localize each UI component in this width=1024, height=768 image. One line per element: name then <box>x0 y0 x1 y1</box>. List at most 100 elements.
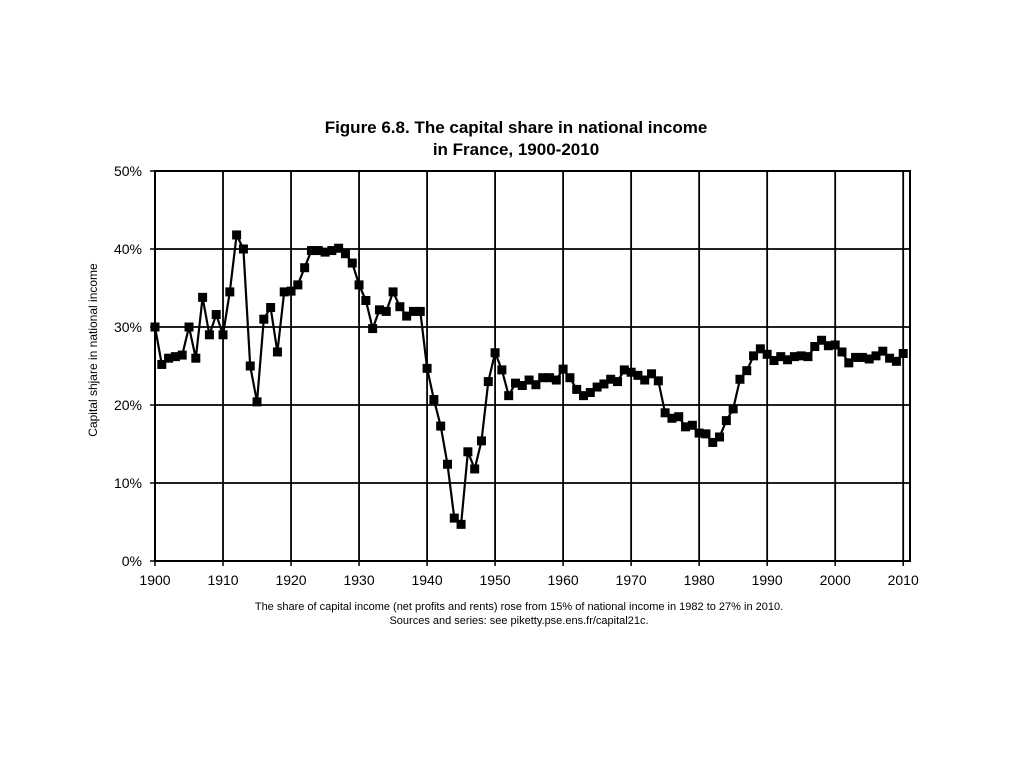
data-point <box>504 391 514 401</box>
data-point <box>497 365 507 375</box>
data-point <box>769 356 779 366</box>
data-point <box>755 344 765 354</box>
plot-frame <box>154 170 911 562</box>
data-point <box>599 379 609 389</box>
data-point <box>306 246 316 256</box>
y-tick-label: 40% <box>114 241 142 257</box>
data-point <box>340 249 350 259</box>
data-point <box>442 459 452 469</box>
data-point <box>898 349 908 359</box>
data-point <box>300 263 310 273</box>
data-point <box>708 437 718 447</box>
data-point <box>402 311 412 321</box>
data-point <box>327 246 337 256</box>
data-point <box>476 436 486 446</box>
y-axis-label: Capital shjare in national income <box>86 263 100 437</box>
caption-line-1: The share of capital income (net profits… <box>255 601 783 613</box>
y-tick-label: 30% <box>114 319 142 335</box>
data-point <box>266 303 276 312</box>
data-point <box>238 244 248 254</box>
data-point <box>551 375 561 385</box>
y-axis: 0% 10% 20% 30% 40% 50% <box>114 163 155 569</box>
data-point <box>864 354 874 364</box>
y-tick-label: 10% <box>114 475 142 491</box>
data-point <box>157 359 167 369</box>
data-point <box>776 352 786 362</box>
data-point <box>279 287 289 297</box>
data-point <box>150 322 160 332</box>
data-point <box>640 375 650 385</box>
x-tick-label: 1950 <box>480 572 511 588</box>
data-point <box>701 429 711 439</box>
data-point <box>381 306 391 316</box>
data-point <box>531 380 541 390</box>
data-point <box>613 377 623 387</box>
data-point <box>456 519 466 529</box>
data-point <box>198 292 208 302</box>
data-point <box>415 306 425 316</box>
y-tick-label: 20% <box>114 397 142 413</box>
grid-lines <box>154 170 910 562</box>
x-tick-label: 1900 <box>139 572 170 588</box>
data-point <box>218 330 228 340</box>
data-point <box>565 373 575 383</box>
data-point <box>830 340 840 350</box>
data-point <box>687 420 697 430</box>
data-point <box>633 370 643 380</box>
data-point <box>232 230 242 240</box>
data-point <box>762 349 772 359</box>
data-point <box>395 302 405 312</box>
data-point <box>585 388 595 398</box>
data-point <box>436 421 446 431</box>
data-point <box>517 381 527 390</box>
data-point <box>558 364 568 374</box>
data-point <box>347 258 357 268</box>
x-tick-label: 1920 <box>275 572 306 588</box>
data-point <box>483 377 493 387</box>
data-point <box>721 416 731 426</box>
data-point <box>177 350 187 360</box>
data-point <box>313 246 323 256</box>
data-point <box>470 464 480 474</box>
chart-title: Figure 6.8. The capital share in nationa… <box>325 118 708 137</box>
data-point <box>626 367 636 377</box>
data-point <box>184 322 194 332</box>
data-point <box>374 305 384 315</box>
x-tick-label: 2010 <box>888 572 919 588</box>
data-point <box>429 395 439 405</box>
data-point <box>789 352 799 362</box>
data-point <box>735 374 745 384</box>
data-point <box>783 355 793 365</box>
data-point <box>449 513 459 523</box>
data-point <box>320 247 330 257</box>
data-point <box>293 280 303 290</box>
data-point <box>660 408 670 418</box>
data-point <box>715 432 725 442</box>
data-point <box>286 286 296 296</box>
data-point <box>572 384 582 394</box>
series-markers <box>150 230 908 529</box>
data-point <box>823 341 833 351</box>
data-point <box>891 356 901 366</box>
caption-line-2: Sources and series: see piketty.pse.ens.… <box>389 615 648 627</box>
chart-subtitle: in France, 1900-2010 <box>433 140 599 159</box>
data-point <box>252 397 262 407</box>
data-point <box>164 353 174 363</box>
x-tick-label: 1980 <box>684 572 715 588</box>
x-axis: 1900 1910 1920 1930 1940 1950 1960 1970 1980 1990… <box>139 561 919 588</box>
data-point <box>272 347 282 357</box>
y-tick-label: 50% <box>114 163 142 179</box>
data-point <box>354 280 364 290</box>
data-point <box>368 324 378 334</box>
data-point <box>606 374 616 384</box>
data-point <box>191 353 201 363</box>
data-point <box>170 352 180 362</box>
data-point <box>681 422 691 432</box>
data-point <box>647 369 657 379</box>
data-point <box>851 352 861 362</box>
data-point <box>871 351 881 361</box>
data-point <box>245 361 255 371</box>
data-point <box>422 363 432 373</box>
data-point <box>837 347 847 357</box>
